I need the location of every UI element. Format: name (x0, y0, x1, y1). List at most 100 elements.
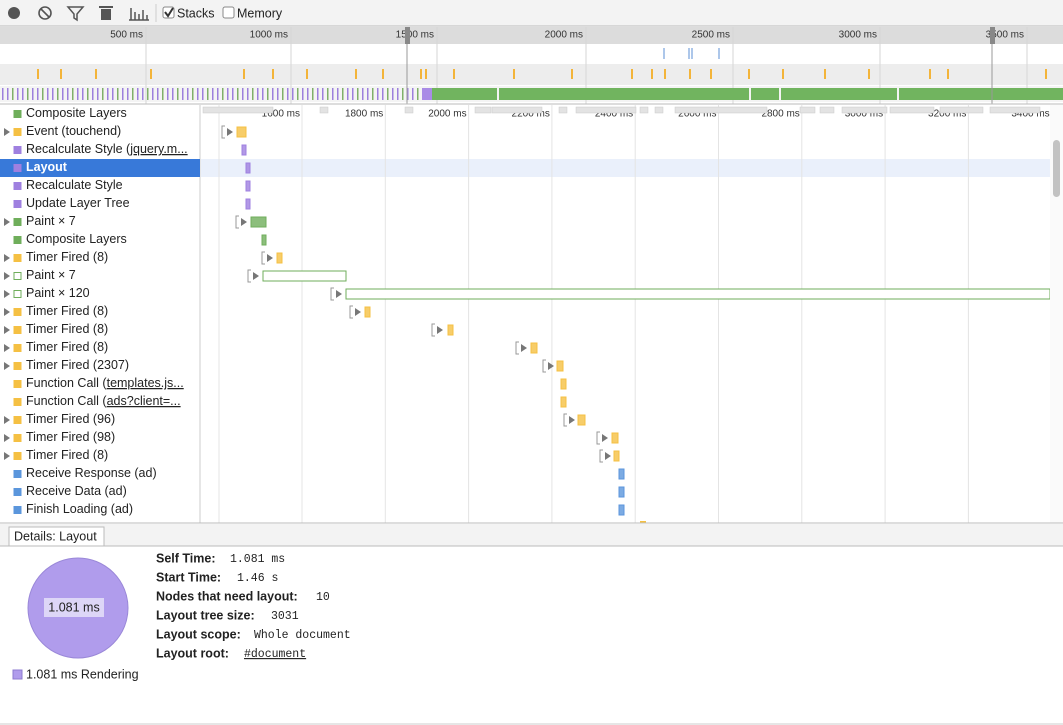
expand-arrow[interactable] (4, 362, 10, 370)
row-label[interactable]: Layout (26, 160, 68, 174)
expand-arrow[interactable] (4, 128, 10, 136)
expand-arrow[interactable] (4, 344, 10, 352)
row-label[interactable]: Paint × 120 (26, 286, 90, 300)
event-bar[interactable] (613, 450, 620, 462)
row-label[interactable]: Recalculate Style (jquery.m... (26, 142, 188, 156)
event-bar[interactable] (262, 270, 347, 282)
garbage-button[interactable] (99, 6, 113, 20)
row-label-text[interactable]: Layout (26, 160, 68, 174)
expand-arrow[interactable] (4, 272, 10, 280)
row-label-text[interactable]: Composite Layers (26, 106, 127, 120)
event-bar[interactable] (618, 486, 625, 498)
row-label-text[interactable]: Event (touchend) (26, 124, 121, 138)
row-label-text[interactable]: Timer Fired (8) (26, 448, 108, 462)
row-label[interactable]: Timer Fired (8) (26, 250, 108, 264)
event-bar[interactable] (530, 342, 538, 354)
event-bar[interactable] (245, 180, 251, 192)
row-label[interactable]: Timer Fired (98) (26, 430, 115, 444)
expand-arrow[interactable] (4, 452, 10, 460)
group-arrow[interactable] (336, 290, 342, 298)
checkbox-box[interactable] (222, 6, 235, 19)
flame-chart-button[interactable] (129, 8, 149, 21)
expand-arrow[interactable] (4, 434, 10, 442)
row-label[interactable]: Paint × 7 (26, 268, 76, 282)
row-label-link[interactable]: ads?client=... (107, 394, 181, 408)
event-bar[interactable] (245, 198, 251, 210)
event-bar[interactable] (250, 216, 267, 228)
row-label-link[interactable]: templates.js... (107, 376, 184, 390)
row-label[interactable]: Timer Fired (8) (26, 448, 108, 462)
group-arrow[interactable] (227, 128, 233, 136)
event-bar[interactable] (345, 288, 1051, 300)
row-label[interactable]: Update Layer Tree (26, 196, 130, 210)
group-arrow[interactable] (605, 452, 611, 460)
group-arrow[interactable] (602, 434, 608, 442)
event-bar[interactable] (236, 126, 247, 138)
memory-label[interactable]: Memory (237, 6, 283, 20)
row-label[interactable]: Paint × 7 (26, 214, 76, 228)
row-label-text[interactable]: Update Layer Tree (26, 196, 130, 210)
event-bar[interactable] (364, 306, 371, 318)
filter-button[interactable] (66, 6, 85, 22)
event-bar[interactable] (245, 162, 251, 174)
event-bar[interactable] (241, 144, 247, 156)
row-label-text[interactable]: Paint × 7 (26, 214, 76, 228)
row-label[interactable]: Timer Fired (8) (26, 340, 108, 354)
row-label-text[interactable]: Timer Fired (98) (26, 430, 115, 444)
row-label-link[interactable]: jquery.m... (129, 142, 187, 156)
scrollbar-thumb[interactable] (1053, 140, 1060, 197)
row-label-text[interactable]: Recalculate Style (26, 178, 123, 192)
row-label[interactable]: Function Call (templates.js... (26, 376, 184, 390)
expand-arrow[interactable] (4, 416, 10, 424)
row-label[interactable]: Composite Layers (26, 232, 127, 246)
group-arrow[interactable] (267, 254, 273, 262)
row-label[interactable]: Event (touchend) (26, 124, 121, 138)
event-bar[interactable] (611, 432, 619, 444)
group-arrow[interactable] (241, 218, 247, 226)
row-label-text[interactable]: Receive Response (ad) (26, 466, 157, 480)
row-label[interactable]: Timer Fired (96) (26, 412, 115, 426)
row-label-text[interactable]: Function Call ( (26, 394, 107, 408)
details-tab-label[interactable]: Details: Layout (14, 529, 97, 543)
overview-window-handle[interactable] (405, 27, 410, 44)
group-arrow[interactable] (569, 416, 575, 424)
row-label-text[interactable]: Timer Fired (8) (26, 322, 108, 336)
row-label[interactable]: Timer Fired (8) (26, 304, 108, 318)
row-label-text[interactable]: Timer Fired (8) (26, 340, 108, 354)
memory-checkbox[interactable] (222, 6, 235, 19)
group-arrow[interactable] (437, 326, 443, 334)
row-label-text[interactable]: Receive Data (ad) (26, 484, 127, 498)
row-label[interactable]: Receive Response (ad) (26, 466, 157, 480)
clear-button[interactable] (38, 6, 52, 20)
event-bar[interactable] (560, 396, 567, 408)
group-arrow[interactable] (521, 344, 527, 352)
row-label-text[interactable]: Timer Fired (8) (26, 250, 108, 264)
row-label[interactable]: Composite Layers (26, 106, 127, 120)
row-label[interactable]: Recalculate Style (26, 178, 123, 192)
row-label[interactable]: Timer Fired (2307) (26, 358, 129, 372)
row-label-text[interactable]: Timer Fired (2307) (26, 358, 129, 372)
row-label-text[interactable]: Timer Fired (8) (26, 304, 108, 318)
event-bar[interactable] (618, 468, 625, 480)
event-bar[interactable] (577, 414, 586, 426)
overview-window-handle[interactable] (990, 27, 995, 44)
row-label[interactable]: Finish Loading (ad) (26, 502, 133, 516)
expand-arrow[interactable] (4, 308, 10, 316)
event-bar[interactable] (556, 360, 564, 372)
event-bar[interactable] (447, 324, 454, 336)
record-button[interactable] (8, 7, 20, 19)
row-label[interactable]: Receive Data (ad) (26, 484, 127, 498)
stacks-checkbox[interactable] (162, 6, 175, 19)
row-label-text[interactable]: Recalculate Style ( (26, 142, 131, 156)
expand-arrow[interactable] (4, 290, 10, 298)
group-arrow[interactable] (253, 272, 259, 280)
checkbox-check[interactable] (164, 7, 174, 18)
group-arrow[interactable] (548, 362, 554, 370)
expand-arrow[interactable] (4, 254, 10, 262)
row-label[interactable]: Function Call (ads?client=... (26, 394, 181, 408)
detail-value[interactable]: #document (244, 648, 306, 661)
stacks-label[interactable]: Stacks (177, 6, 215, 20)
row-label-text[interactable]: Function Call ( (26, 376, 107, 390)
row-label-text[interactable]: Finish Loading (ad) (26, 502, 133, 516)
expand-arrow[interactable] (4, 326, 10, 334)
